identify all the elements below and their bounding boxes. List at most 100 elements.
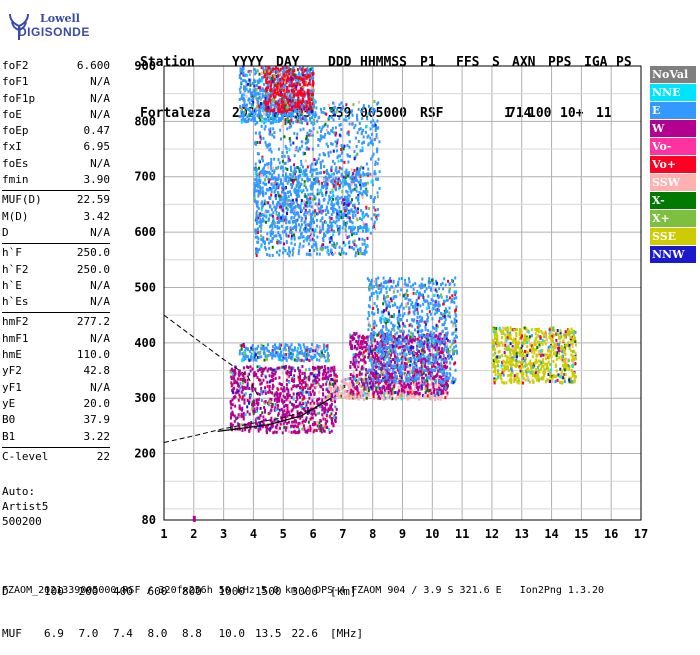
echo-point — [362, 230, 364, 233]
echo-point — [259, 379, 261, 382]
echo-point — [454, 276, 456, 279]
echo-point — [317, 366, 319, 369]
echo-point — [443, 374, 445, 377]
echo-point — [300, 202, 302, 205]
echo-point — [257, 152, 259, 155]
echo-point — [317, 212, 319, 215]
echo-point — [270, 427, 272, 430]
echo-point — [357, 397, 359, 400]
echo-point — [266, 163, 268, 166]
echo-point — [434, 394, 436, 397]
echo-point — [376, 120, 378, 123]
echo-point — [364, 360, 366, 363]
echo-point — [416, 321, 418, 324]
x-tick-label: 13 — [515, 527, 529, 541]
echo-point — [383, 342, 385, 345]
echo-point — [322, 388, 324, 391]
echo-point — [370, 158, 372, 161]
echo-point — [326, 417, 328, 420]
echo-point — [353, 383, 355, 386]
echo-point — [345, 115, 347, 118]
echo-point — [312, 349, 314, 352]
echo-point — [401, 349, 403, 352]
echo-point — [355, 196, 357, 199]
echo-point — [421, 278, 423, 281]
echo-point — [294, 243, 296, 246]
x-tick-label: 12 — [485, 527, 499, 541]
echo-point — [306, 173, 308, 176]
echo-point — [309, 170, 311, 173]
echo-point — [454, 283, 456, 286]
echo-point — [407, 377, 409, 380]
echo-point — [362, 342, 364, 345]
echo-point — [238, 413, 240, 416]
echo-point — [300, 128, 302, 131]
echo-point — [392, 304, 394, 307]
echo-point — [412, 332, 414, 335]
echo-point — [292, 247, 294, 250]
echo-point — [300, 347, 302, 350]
echo-point — [327, 377, 329, 380]
echo-point — [372, 378, 374, 381]
echo-point — [311, 399, 313, 402]
echo-point — [320, 108, 322, 111]
echo-point — [312, 169, 314, 172]
echo-point — [234, 414, 236, 417]
echo-point — [443, 340, 445, 343]
echo-point — [266, 426, 268, 429]
echo-point — [255, 422, 257, 425]
echo-point — [419, 385, 421, 388]
echo-point — [449, 367, 451, 370]
echo-point — [400, 373, 402, 376]
echo-point — [390, 321, 392, 324]
echo-point — [375, 390, 377, 393]
echo-point — [443, 277, 445, 280]
echo-point — [455, 335, 457, 338]
echo-point — [331, 408, 333, 411]
echo-point — [241, 398, 243, 401]
echo-point — [416, 299, 418, 302]
echo-point — [278, 174, 280, 177]
echo-point — [372, 392, 374, 395]
echo-point — [282, 371, 284, 374]
echo-point — [345, 103, 347, 106]
echo-point — [328, 195, 330, 198]
echo-point — [310, 383, 312, 386]
echo-point — [317, 144, 319, 147]
echo-point — [402, 380, 404, 383]
y-tick-label: 400 — [134, 336, 156, 350]
echo-point — [351, 233, 353, 236]
echo-point — [299, 375, 301, 378]
echo-point — [297, 175, 299, 178]
echo-point — [253, 192, 255, 195]
echo-point — [393, 291, 395, 294]
echo-point — [409, 380, 411, 383]
echo-point — [311, 205, 313, 208]
echo-point — [324, 365, 326, 368]
echo-point — [308, 378, 310, 381]
echo-point — [447, 299, 449, 302]
echo-point — [264, 409, 266, 412]
echo-region-F2-multi-1 — [367, 276, 458, 384]
echo-point — [304, 420, 306, 423]
echo-point — [316, 236, 318, 239]
echo-point — [266, 347, 268, 350]
echo-point — [256, 168, 258, 171]
echo-point — [325, 359, 327, 362]
echo-point — [361, 193, 363, 196]
echo-point — [418, 398, 420, 401]
echo-point — [289, 346, 291, 349]
echo-point — [393, 280, 395, 283]
echo-point — [321, 111, 323, 114]
echo-point — [231, 399, 233, 402]
echo-point — [317, 376, 319, 379]
echo-point — [315, 367, 317, 370]
echo-point — [331, 430, 333, 433]
echo-point — [444, 345, 446, 348]
echo-point — [314, 214, 316, 217]
echo-point — [237, 384, 239, 387]
echo-point — [297, 357, 299, 360]
echo-point — [376, 218, 378, 221]
echo-point — [430, 313, 432, 316]
echo-point — [320, 205, 322, 208]
